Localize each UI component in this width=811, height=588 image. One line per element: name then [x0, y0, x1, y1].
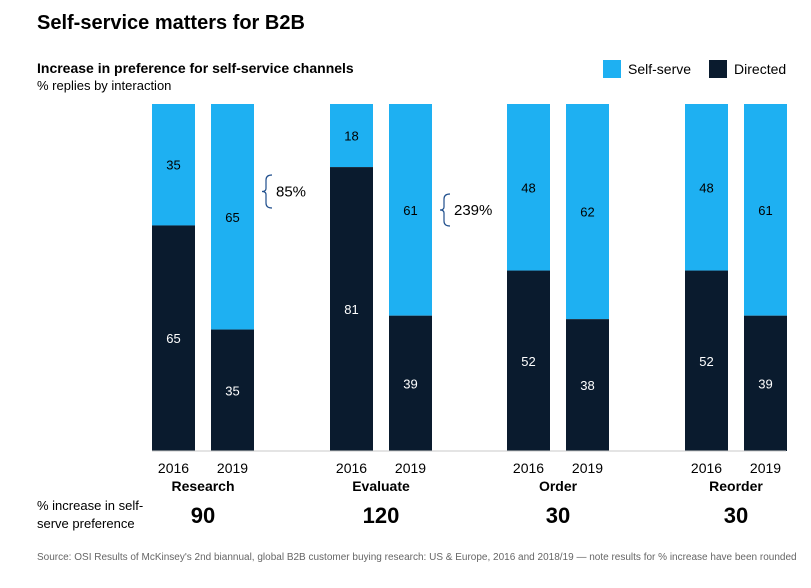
- group-label: Evaluate: [352, 478, 410, 494]
- data-label-self-serve: 61: [758, 203, 772, 218]
- bar-segment-directed: [330, 167, 373, 451]
- data-label-self-serve: 61: [403, 203, 417, 218]
- legend-self-serve-swatch: [603, 60, 621, 78]
- increase-value: 30: [724, 503, 748, 528]
- x-tick-label: 2019: [572, 460, 603, 476]
- data-label-self-serve: 65: [225, 210, 239, 225]
- bar-segment-self-serve: [566, 104, 609, 320]
- increase-value: 90: [191, 503, 215, 528]
- legend: Self-serve Directed: [603, 60, 804, 78]
- bar-segment-directed: [507, 270, 550, 451]
- annotation-label: 85%: [276, 184, 306, 201]
- x-tick-label: 2019: [395, 460, 426, 476]
- data-label-self-serve: 48: [521, 180, 535, 195]
- data-label-directed: 52: [521, 354, 535, 369]
- group-label: Reorder: [709, 478, 763, 494]
- bar-segment-self-serve: [211, 104, 254, 330]
- bar-segment-self-serve: [744, 104, 787, 316]
- chart-unit-note: % replies by interaction: [37, 78, 172, 93]
- source-note: Source: OSI Results of McKinsey's 2nd bi…: [37, 552, 797, 563]
- x-tick-label: 2016: [691, 460, 722, 476]
- data-label-self-serve: 48: [699, 180, 713, 195]
- bar-segment-self-serve: [389, 104, 432, 316]
- x-tick-label: 2019: [217, 460, 248, 476]
- bar-segment-self-serve: [507, 104, 550, 271]
- data-label-directed: 38: [580, 378, 594, 393]
- bar-segment-directed: [744, 315, 787, 451]
- stacked-bar-chart: 35 65 2016 65 35 2019 Research 90 18 81 2016 61 39 20…: [152, 104, 787, 528]
- data-label-directed: 81: [344, 302, 358, 317]
- bar-segment-directed: [211, 329, 254, 451]
- data-label-directed: 39: [758, 376, 772, 391]
- bar-segment-directed: [152, 225, 195, 451]
- data-label-directed: 39: [403, 376, 417, 391]
- data-label-self-serve: 18: [344, 129, 358, 144]
- bar-segment-self-serve: [152, 104, 195, 226]
- x-tick-label: 2016: [513, 460, 544, 476]
- x-tick-label: 2016: [336, 460, 367, 476]
- legend-directed-label: Directed: [734, 61, 787, 77]
- legend-directed: Directed: [709, 60, 786, 78]
- group-label: Research: [171, 478, 234, 494]
- bar-segment-directed: [685, 270, 728, 451]
- increase-value: 30: [546, 503, 570, 528]
- legend-self-serve-label: Self-serve: [628, 61, 692, 77]
- legend-self-serve: Self-serve: [603, 60, 691, 78]
- data-label-self-serve: 62: [580, 205, 594, 220]
- bar-segment-directed: [389, 315, 432, 451]
- data-label-self-serve: 35: [166, 158, 180, 173]
- increase-value: 120: [363, 503, 400, 528]
- x-tick-label: 2016: [158, 460, 189, 476]
- bar-segment-self-serve: [685, 104, 728, 271]
- data-label-directed: 65: [166, 331, 180, 346]
- data-label-directed: 52: [699, 354, 713, 369]
- bar-segment-self-serve: [330, 104, 373, 168]
- annotation-bracket: [439, 193, 451, 227]
- group-label: Order: [539, 478, 578, 494]
- bar-segment-directed: [566, 319, 609, 451]
- chart-subtitle: Increase in preference for self-service …: [37, 60, 354, 76]
- chart-title: Self-service matters for B2B: [37, 12, 305, 34]
- x-tick-label: 2019: [750, 460, 781, 476]
- legend-directed-swatch: [709, 60, 728, 78]
- annotation-label: 239%: [454, 202, 492, 219]
- increase-row-label: % increase in self-serve preference: [37, 498, 144, 531]
- data-label-directed: 35: [225, 383, 239, 398]
- annotation-bracket: [261, 174, 273, 209]
